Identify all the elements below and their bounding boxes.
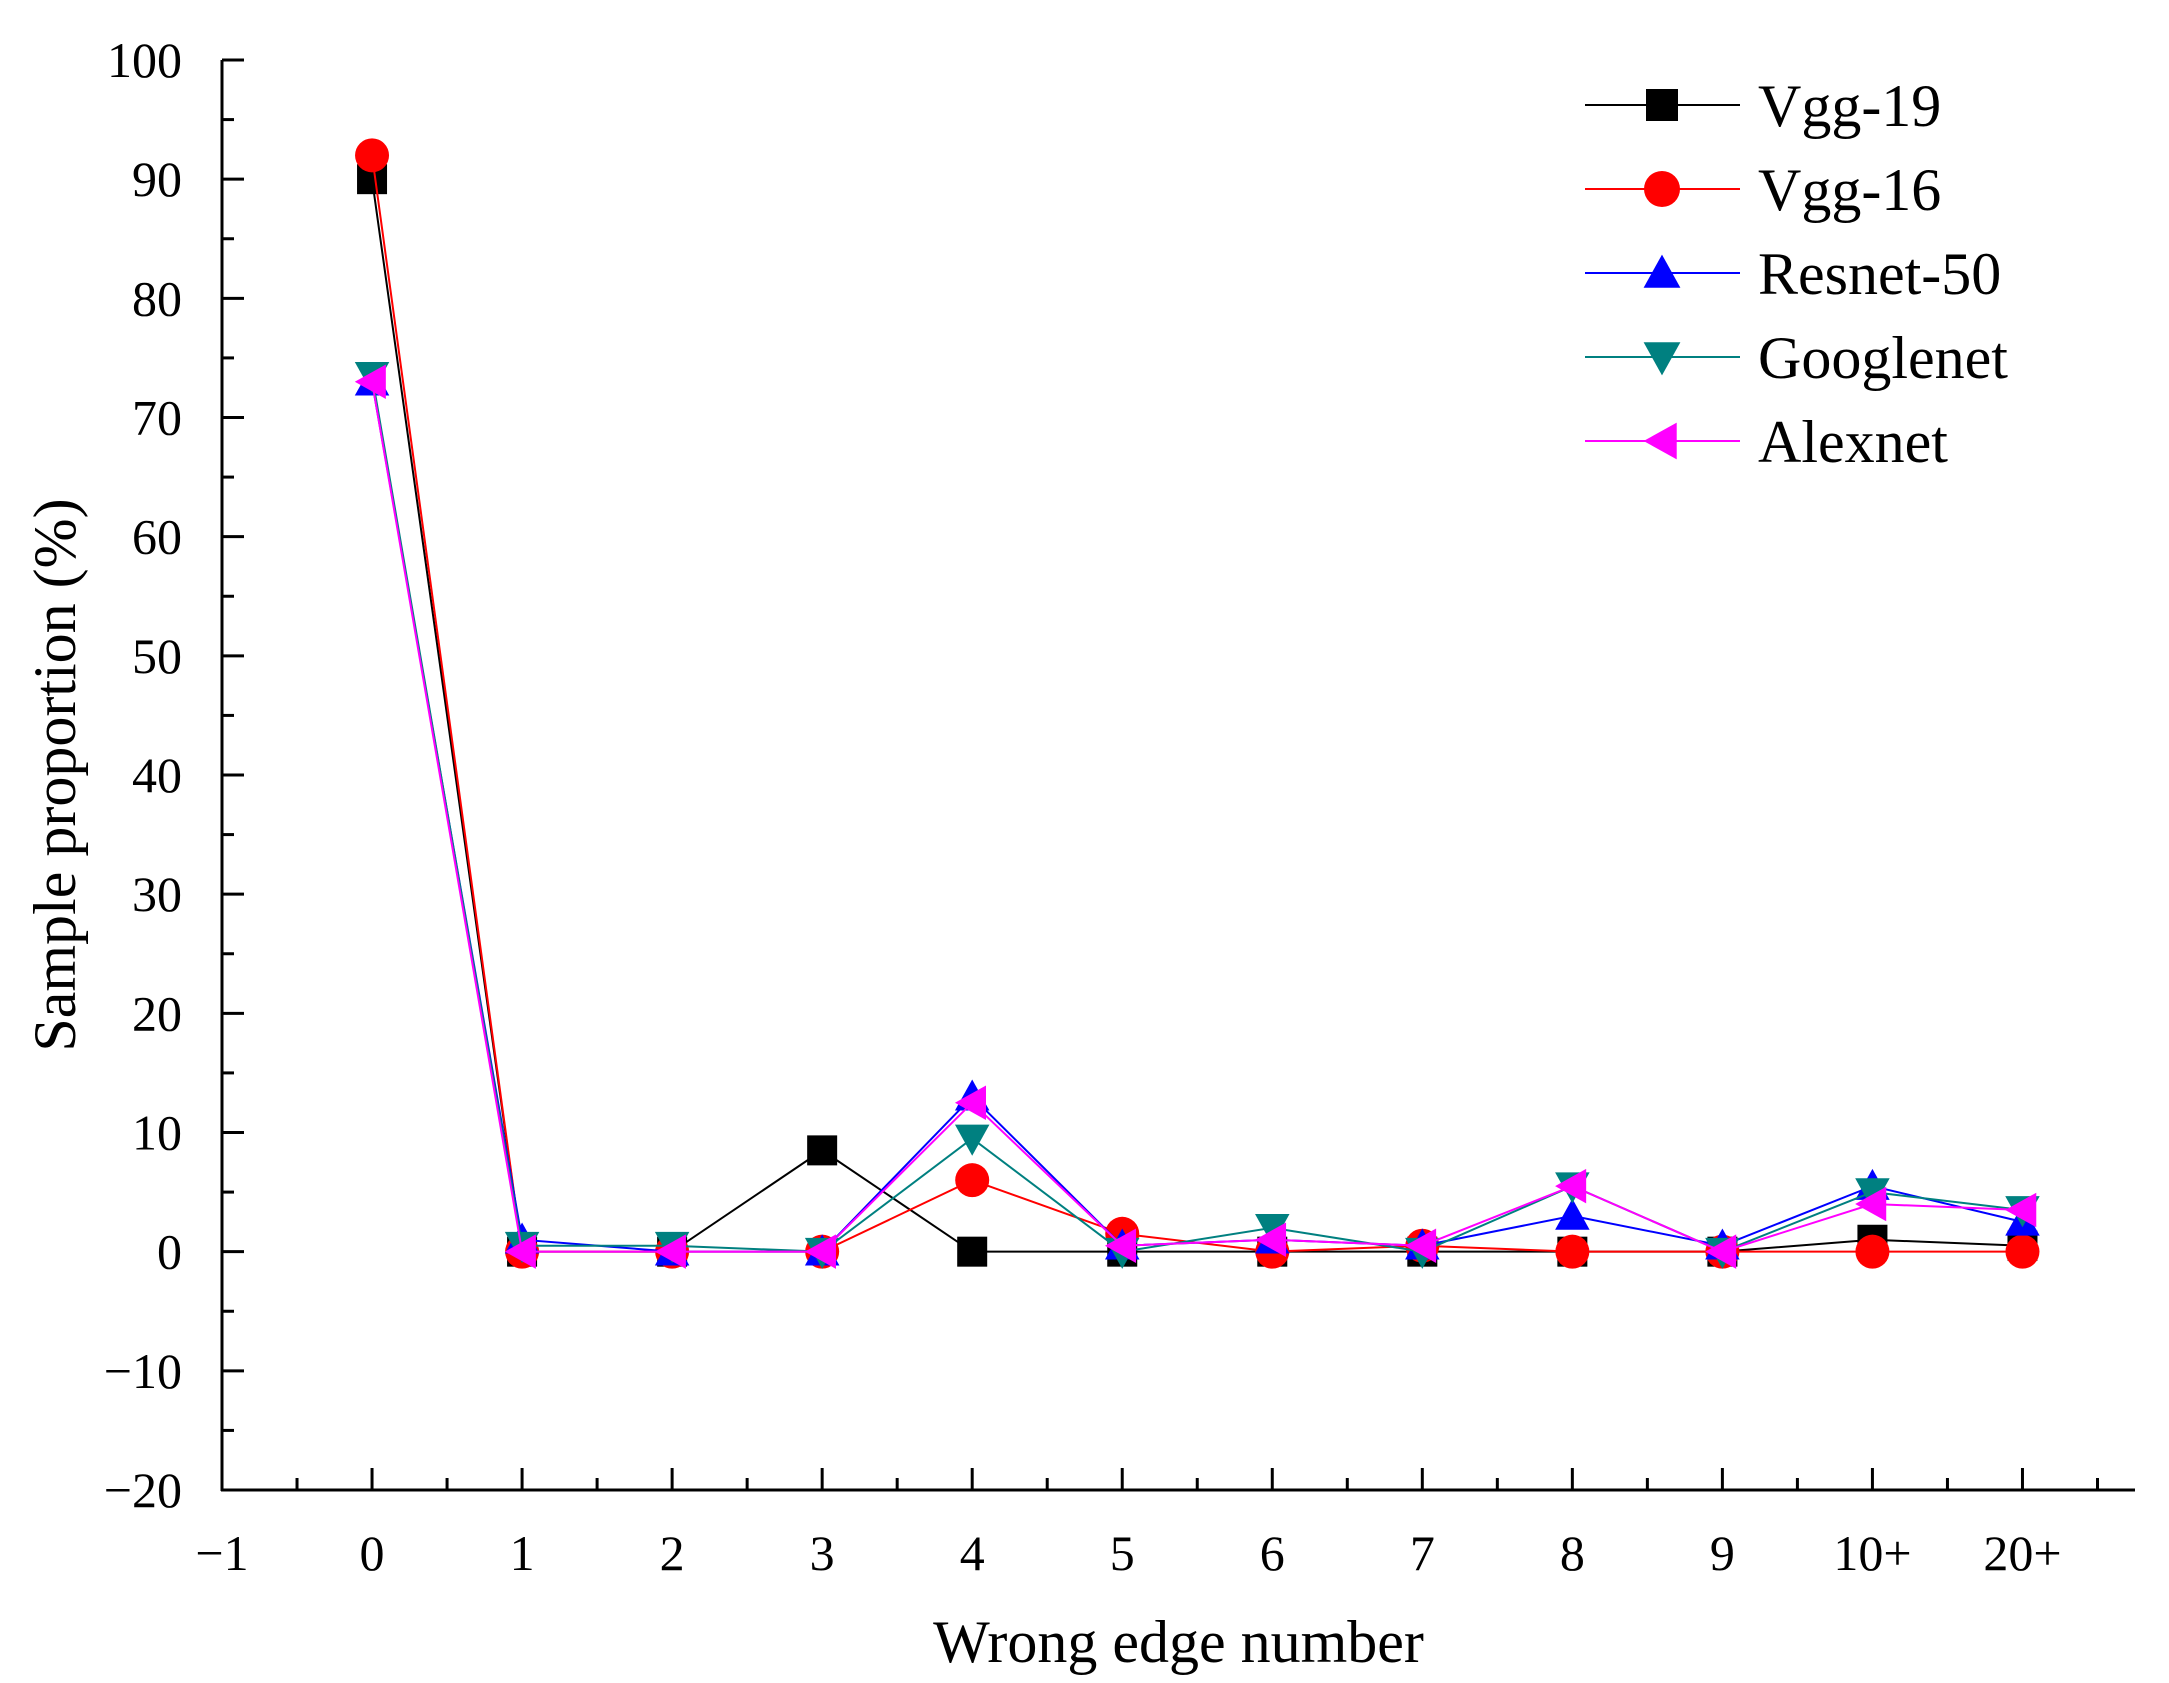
y-tick-label: 10 bbox=[132, 1105, 182, 1161]
legend-item: Resnet-50 bbox=[1585, 241, 2001, 307]
y-tick-label: 90 bbox=[132, 151, 182, 207]
y-axis-title: Sample proportion (%) bbox=[22, 498, 88, 1051]
y-tick-label: −10 bbox=[104, 1343, 182, 1399]
data-point bbox=[957, 1236, 988, 1267]
data-point bbox=[1855, 1234, 1890, 1269]
legend-item: Vgg-16 bbox=[1585, 157, 1941, 223]
data-point bbox=[504, 1234, 536, 1269]
x-tick-label: 6 bbox=[1260, 1525, 1285, 1581]
data-point bbox=[1255, 1214, 1290, 1246]
legend-marker bbox=[1643, 342, 1681, 376]
x-tick-label: 8 bbox=[1560, 1525, 1585, 1581]
y-tick-label: 0 bbox=[157, 1224, 182, 1280]
series-line bbox=[371, 155, 2023, 1253]
x-tick-label: 1 bbox=[510, 1525, 535, 1581]
data-point bbox=[1555, 1234, 1590, 1269]
x-tick-label: 10+ bbox=[1833, 1525, 1911, 1581]
y-tick-label: 50 bbox=[132, 628, 182, 684]
data-point bbox=[1555, 1168, 1587, 1204]
legend-item: Alexnet bbox=[1585, 409, 1948, 475]
series-resnet-50 bbox=[354, 364, 2040, 1266]
x-tick-label: 4 bbox=[960, 1525, 985, 1581]
data-point bbox=[654, 1234, 686, 1269]
legend: Vgg-19 Vgg-16 Resnet-50 Googlenet Alexnet bbox=[1585, 73, 2008, 475]
legend-marker bbox=[1643, 422, 1677, 460]
y-tick-label: 40 bbox=[132, 747, 182, 803]
data-point bbox=[1104, 1228, 1137, 1263]
data-point bbox=[2005, 1234, 2040, 1269]
data-point bbox=[1255, 1222, 1287, 1257]
y-tick-label: 70 bbox=[132, 390, 182, 446]
data-point bbox=[2005, 1192, 2037, 1228]
x-tick-label: 2 bbox=[660, 1525, 685, 1581]
series-alexnet bbox=[354, 364, 2037, 1269]
data-point bbox=[1855, 1186, 1887, 1222]
data-point bbox=[955, 1163, 990, 1198]
y-tick-label: 20 bbox=[132, 985, 182, 1041]
y-tick-label: 100 bbox=[107, 32, 182, 88]
legend-marker bbox=[1643, 254, 1681, 288]
y-tick-label: 80 bbox=[132, 270, 182, 326]
legend-label: Resnet-50 bbox=[1758, 241, 2001, 307]
x-tick-label: 5 bbox=[1110, 1525, 1135, 1581]
legend-marker bbox=[1644, 171, 1680, 207]
x-tick-label: 0 bbox=[360, 1525, 385, 1581]
data-point bbox=[954, 1124, 990, 1156]
data-point bbox=[807, 1135, 838, 1166]
legend-label: Vgg-19 bbox=[1758, 73, 1941, 139]
series-googlenet bbox=[354, 361, 2040, 1269]
y-tick-label: −20 bbox=[104, 1462, 182, 1518]
legend-label: Googlenet bbox=[1758, 325, 2008, 391]
x-tick-label: 3 bbox=[810, 1525, 835, 1581]
data-point bbox=[354, 364, 386, 399]
x-axis-title: Wrong edge number bbox=[933, 1609, 1424, 1675]
x-tick-label: 9 bbox=[1710, 1525, 1735, 1581]
data-point bbox=[804, 1234, 836, 1269]
legend-item: Googlenet bbox=[1585, 325, 2008, 391]
data-point bbox=[954, 1085, 986, 1120]
data-point bbox=[1855, 1178, 1890, 1210]
data-point bbox=[1555, 1198, 1590, 1230]
legend-item: Vgg-19 bbox=[1585, 73, 1941, 139]
x-tick-label: −1 bbox=[195, 1525, 248, 1581]
data-point bbox=[355, 138, 390, 173]
x-tick-label: 7 bbox=[1410, 1525, 1435, 1581]
series-line bbox=[371, 381, 2023, 1253]
y-tick-label: 60 bbox=[132, 509, 182, 565]
data-point bbox=[1405, 1228, 1437, 1263]
legend-marker bbox=[1646, 89, 1678, 121]
legend-label: Vgg-16 bbox=[1758, 157, 1941, 223]
data-point bbox=[1705, 1234, 1737, 1269]
series-layer bbox=[354, 138, 2040, 1269]
series-line bbox=[371, 375, 2023, 1253]
legend-label: Alexnet bbox=[1758, 409, 1948, 475]
series-line bbox=[371, 381, 2023, 1253]
series-vgg-16 bbox=[355, 138, 2040, 1269]
y-tick-label: 30 bbox=[132, 866, 182, 922]
x-tick-label: 20+ bbox=[1983, 1525, 2061, 1581]
